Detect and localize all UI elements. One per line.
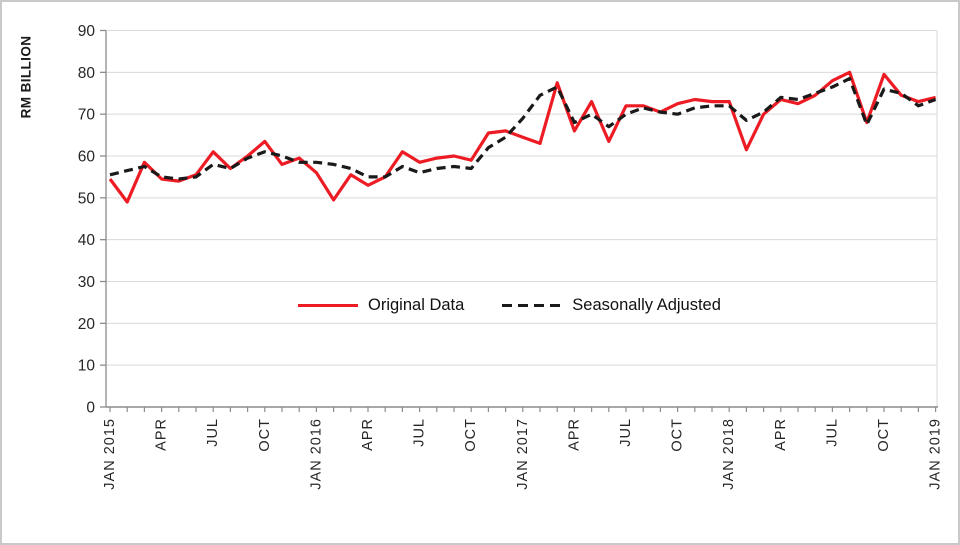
x-axis-ticks: [109, 407, 937, 412]
x-tick-label: JUL: [205, 418, 221, 447]
x-tick-label: APR: [773, 418, 789, 451]
x-tick-label: JAN 2017: [515, 418, 531, 490]
gridlines: [106, 30, 937, 366]
y-tick-label: 0: [86, 400, 95, 417]
x-tick-label: JUL: [824, 418, 840, 447]
y-tick-label: 50: [78, 190, 96, 207]
y-axis-title: RM BILLION: [18, 35, 34, 119]
x-tick-label: APR: [360, 418, 376, 451]
y-tick-label: 60: [78, 149, 96, 166]
x-tick-label: OCT: [670, 418, 686, 452]
legend-item-original-data: Original Data: [298, 296, 464, 315]
x-tick-label: JUL: [618, 418, 634, 447]
y-tick-label: 30: [78, 274, 96, 291]
legend-swatch-seasonally-adjusted: [502, 303, 563, 308]
x-tick-label: APR: [154, 418, 170, 451]
original-data-line: [108, 70, 936, 204]
x-tick-label: JUL: [412, 418, 428, 447]
x-tick-label: JAN 2018: [721, 418, 737, 490]
y-tick-label: 70: [78, 107, 96, 124]
y-axis-labels: 0 10 20 30 40 50 60 70 80 90: [78, 23, 96, 417]
legend-label-seasonally-adjusted: Seasonally Adjusted: [572, 296, 721, 314]
legend: Original Data Seasonally Adjusted: [298, 296, 721, 315]
legend-label-original: Original Data: [368, 296, 465, 314]
y-axis-ticks: [100, 29, 106, 408]
y-tick-label: 90: [78, 23, 96, 40]
x-tick-label: JAN 2015: [102, 418, 118, 490]
seasonally-adjusted-line: [109, 76, 937, 181]
x-axis-labels: JAN 2015 APR JUL OCT JAN 2016 APR JUL OCT JAN 20…: [102, 418, 944, 490]
legend-item-seasonally-adjusted: Seasonally Adjusted: [502, 296, 721, 315]
legend-swatch-original: [298, 303, 358, 308]
x-tick-label: JAN 2019: [928, 418, 944, 490]
x-tick-label: OCT: [876, 418, 892, 452]
x-tick-label: APR: [566, 418, 582, 451]
x-tick-label: OCT: [257, 418, 273, 452]
y-tick-label: 10: [78, 358, 96, 375]
x-tick-label: JAN 2016: [308, 418, 324, 490]
y-tick-label: 80: [78, 65, 96, 82]
y-tick-label: 20: [78, 316, 96, 333]
y-tick-label: 40: [78, 232, 96, 249]
x-tick-label: OCT: [463, 418, 479, 452]
